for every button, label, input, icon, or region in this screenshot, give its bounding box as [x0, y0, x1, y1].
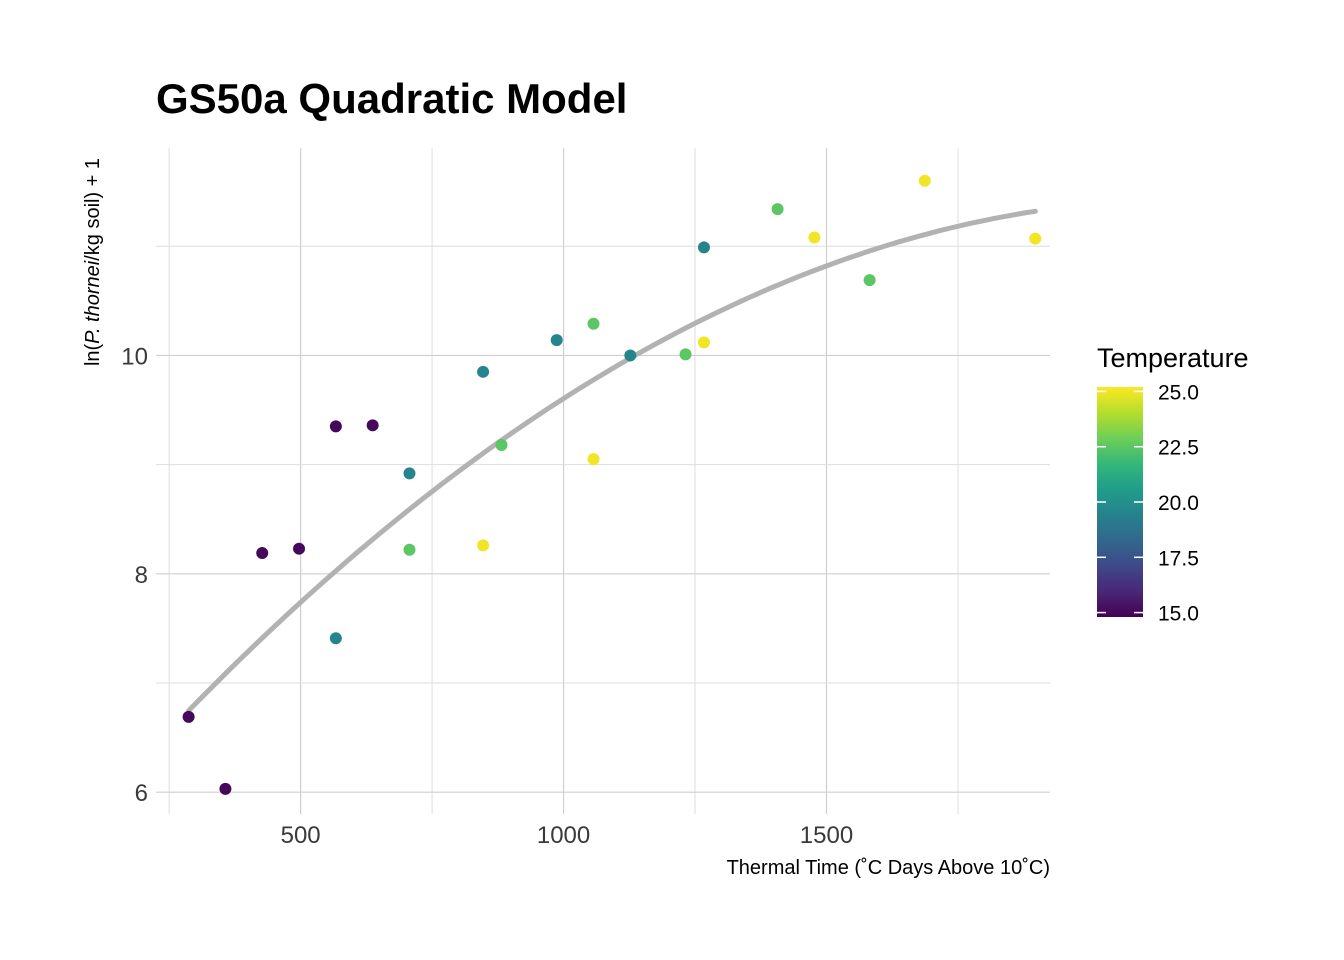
y-axis-label: ln(P. thornei/kg soil) + 1	[82, 158, 104, 366]
legend-tick-label: 25.0	[1158, 381, 1199, 404]
data-point	[182, 710, 195, 723]
fit-curve-layer	[186, 208, 1038, 714]
x-axis-ticks: 500 1000 1500	[281, 822, 854, 849]
data-point	[679, 348, 692, 361]
x-tick-label: 1500	[800, 822, 853, 849]
data-point	[550, 334, 563, 347]
data-point	[329, 632, 342, 645]
legend-ticks: 15.0 17.5 20.0 22.5 25.0	[1097, 381, 1199, 626]
data-point	[403, 467, 416, 480]
x-tick-label: 1000	[537, 822, 590, 849]
x-axis-label: Thermal Time (˚C Days Above 10˚C)	[727, 857, 1050, 879]
data-point	[624, 349, 637, 362]
legend-tick-label: 15.0	[1158, 603, 1199, 626]
data-point	[918, 174, 931, 187]
y-tick-label: 10	[121, 343, 148, 370]
quadratic-fit-line	[186, 208, 1038, 714]
data-point	[697, 336, 710, 349]
y-axis-label-prefix: ln(	[82, 343, 104, 366]
chart-title: GS50a Quadratic Model	[156, 75, 627, 122]
data-point	[403, 543, 416, 556]
data-point	[477, 539, 490, 552]
y-axis-label-italic: P. thornei	[82, 260, 104, 344]
data-point	[477, 365, 490, 378]
y-axis-label-suffix: /kg soil) + 1	[82, 158, 104, 261]
data-point	[863, 274, 876, 287]
legend-tick-label: 22.5	[1158, 437, 1199, 460]
data-point	[587, 453, 600, 466]
data-point	[587, 317, 600, 330]
data-point	[495, 438, 508, 451]
y-axis-ticks: 6 8 10	[121, 343, 148, 807]
data-point	[329, 420, 342, 433]
legend-tick-label: 17.5	[1158, 547, 1199, 570]
gridlines	[156, 148, 1050, 814]
data-point	[771, 203, 784, 216]
y-tick-label: 8	[135, 562, 148, 589]
legend-tick-label: 20.0	[1158, 492, 1199, 515]
data-point	[808, 231, 821, 244]
data-point	[697, 241, 710, 254]
data-points	[182, 174, 1042, 795]
legend: Temperature 15.0 17.5 20.0 22.5 25.0	[1097, 343, 1249, 626]
legend-title: Temperature	[1097, 343, 1249, 373]
data-point	[366, 419, 379, 432]
x-tick-label: 500	[281, 822, 321, 849]
y-tick-label: 6	[135, 780, 148, 807]
data-point	[293, 542, 306, 555]
data-point	[219, 782, 232, 795]
data-point	[1029, 232, 1042, 245]
data-point	[256, 547, 269, 560]
